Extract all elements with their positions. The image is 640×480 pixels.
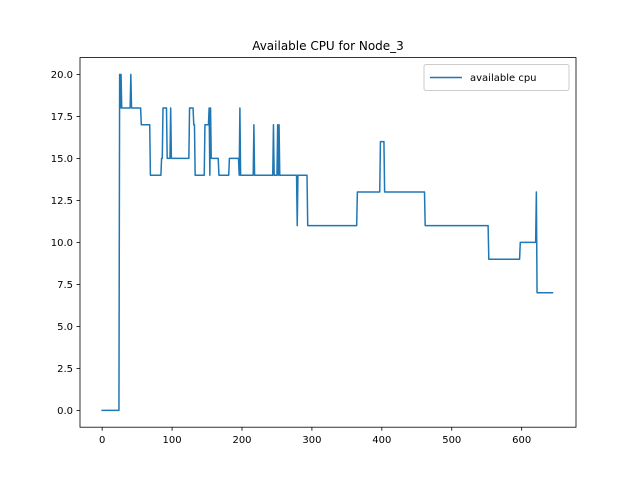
y-tick-label: 5.0	[57, 322, 73, 333]
x-tick-label: 500	[442, 435, 461, 446]
y-axis-ticks: 0.0 2.5 5.0 7.5 10.0 12.5 15.0 17.5 20.0	[51, 70, 80, 417]
x-tick-label: 300	[302, 435, 321, 446]
y-tick-label: 15.0	[51, 154, 73, 165]
y-tick-label: 0.0	[57, 406, 73, 417]
y-tick-label: 12.5	[51, 196, 73, 207]
y-tick-label: 17.5	[51, 112, 73, 123]
y-tick-label: 20.0	[51, 70, 73, 81]
plot-area: 0 100 200 300 400 500 600 0.0 2.5 5.0 7.5 10.0 12.5…	[51, 57, 577, 446]
x-tick-label: 600	[512, 435, 531, 446]
y-tick-label: 10.0	[51, 238, 73, 249]
series-line-available-cpu	[101, 73, 554, 412]
legend-box	[423, 64, 570, 91]
axes-background	[80, 57, 576, 428]
y-tick-label: 7.5	[57, 280, 73, 291]
x-tick-label: 400	[372, 435, 391, 446]
axes-frame	[79, 57, 577, 428]
y-tick-label: 2.5	[57, 364, 73, 375]
x-axis-ticks: 0 100 200 300 400 500 600	[99, 427, 531, 446]
legend: available cpu	[423, 64, 570, 91]
x-tick-label: 200	[232, 435, 251, 446]
legend-label-available-cpu: available cpu	[470, 73, 537, 84]
x-tick-label: 0	[99, 435, 105, 446]
x-tick-label: 100	[163, 435, 182, 446]
chart-title: Available CPU for Node_3	[252, 39, 404, 53]
